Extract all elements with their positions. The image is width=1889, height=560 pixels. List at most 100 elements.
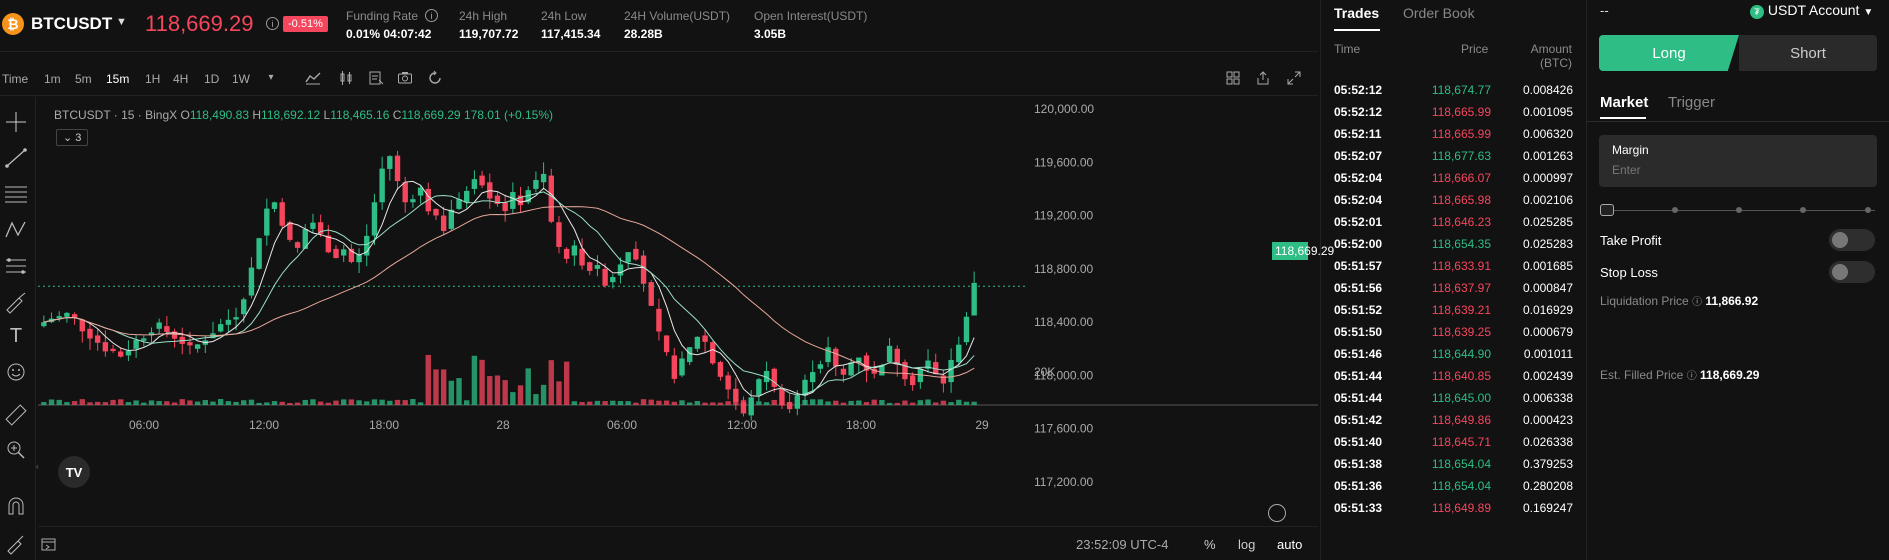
margin-input[interactable]: Margin Enter xyxy=(1599,135,1877,187)
volume-bar xyxy=(64,402,70,405)
tab-market[interactable]: Market xyxy=(1600,94,1649,111)
chart-bottom-bar: 23:52:09 UTC-4 % log auto xyxy=(38,526,1318,560)
template-icon[interactable] xyxy=(367,70,385,88)
leverage-slider-handle[interactable] xyxy=(1600,204,1614,216)
share-icon[interactable] xyxy=(1254,70,1272,88)
interval-1m[interactable]: 1m xyxy=(44,72,61,86)
slider-tick[interactable] xyxy=(1865,207,1871,213)
tab-order-book[interactable]: Order Book xyxy=(1403,5,1475,21)
chevron-down-icon[interactable]: ▾ xyxy=(268,72,274,83)
interval-time[interactable]: Time xyxy=(2,72,29,86)
stop-loss-toggle[interactable] xyxy=(1829,261,1875,283)
volume-bar xyxy=(256,402,262,405)
trade-time: 05:51:56 xyxy=(1334,281,1383,295)
funding-rate-label: Funding Rate xyxy=(346,9,419,23)
volume-bar xyxy=(225,401,232,405)
chevron-down-icon[interactable]: ▼ xyxy=(116,16,127,28)
candle-type-icon[interactable] xyxy=(337,70,355,88)
pattern-icon[interactable] xyxy=(3,217,29,243)
tab-trades[interactable]: Trades xyxy=(1334,5,1380,21)
trade-amount: 0.006320 xyxy=(1522,127,1573,141)
legend-change: 178.01 (+0.15%) xyxy=(463,108,553,122)
interval-1d[interactable]: 1D xyxy=(204,72,220,86)
candle-body xyxy=(148,332,155,336)
volume-bar xyxy=(617,401,624,405)
candle-body xyxy=(825,347,831,363)
indicators-icon[interactable] xyxy=(304,70,322,88)
crosshair-icon[interactable] xyxy=(3,109,29,135)
collapse-arrow-icon[interactable]: ‹ xyxy=(36,462,39,471)
interval-1h[interactable]: 1H xyxy=(145,72,161,86)
candle-body xyxy=(971,282,977,316)
slider-tick[interactable] xyxy=(1800,207,1806,213)
trade-price: 118,637.97 xyxy=(1431,281,1491,295)
interval-1w[interactable]: 1W xyxy=(232,72,250,86)
header-amount-unit: (BTC) xyxy=(1540,56,1572,70)
settings-gear-icon[interactable] xyxy=(1268,504,1286,522)
volume-bar xyxy=(102,402,109,405)
header-amount: Amount (BTC) xyxy=(1531,42,1572,70)
account-selector[interactable]: ₮ USDT Account ▼ xyxy=(1750,2,1873,19)
interval-5m[interactable]: 5m xyxy=(75,72,92,86)
interval-4h[interactable]: 4H xyxy=(173,72,189,86)
layout-icon[interactable] xyxy=(1224,70,1242,88)
trade-time: 05:51:38 xyxy=(1334,457,1383,471)
fib-icon[interactable] xyxy=(3,253,29,279)
indicator-toggle[interactable]: ⌄ 3 xyxy=(56,129,89,146)
trade-price: 118,649.89 xyxy=(1431,501,1491,515)
candle-body xyxy=(356,254,362,263)
trade-amount: 0.001011 xyxy=(1523,347,1573,361)
trade-amount: 0.000997 xyxy=(1522,171,1573,185)
trade-price: 118,654.04 xyxy=(1431,457,1491,471)
slider-tick[interactable] xyxy=(1736,207,1742,213)
trade-amount: 0.000847 xyxy=(1522,281,1573,295)
candle-body xyxy=(856,357,862,363)
calendar-icon[interactable] xyxy=(40,536,58,555)
percent-toggle[interactable]: % xyxy=(1204,537,1216,552)
long-button[interactable]: Long xyxy=(1599,35,1739,71)
volume-bar xyxy=(909,402,916,405)
brush-icon[interactable] xyxy=(3,289,29,315)
trade-price: 118,640.85 xyxy=(1431,369,1491,383)
liq-value: 11,866.92 xyxy=(1705,294,1759,308)
zoom-in-icon[interactable] xyxy=(3,437,29,463)
reset-icon[interactable] xyxy=(426,70,444,88)
trade-row: 05:52:00 118,654.35 0.025283 xyxy=(1321,237,1583,259)
volume-bar xyxy=(863,402,870,405)
candle-body xyxy=(548,175,554,222)
volume-bar xyxy=(71,401,78,405)
info-icon[interactable]: i xyxy=(266,17,279,30)
trendline-icon[interactable] xyxy=(3,145,29,171)
info-icon[interactable]: ⓘ xyxy=(1692,297,1703,308)
fullscreen-icon[interactable] xyxy=(1285,70,1303,88)
take-profit-toggle[interactable] xyxy=(1829,229,1875,251)
slider-tick[interactable] xyxy=(1672,207,1678,213)
tab-trigger[interactable]: Trigger xyxy=(1668,94,1715,111)
camera-icon[interactable] xyxy=(396,70,414,88)
short-button[interactable]: Short xyxy=(1739,35,1877,71)
active-tab-underline xyxy=(1600,117,1646,119)
info-icon[interactable]: ⓘ xyxy=(1686,371,1697,382)
trade-time: 05:51:57 xyxy=(1334,259,1383,273)
trade-price: 118,639.25 xyxy=(1431,325,1491,339)
lock-pencil-icon[interactable] xyxy=(3,530,29,556)
magnet-icon[interactable] xyxy=(3,494,29,520)
volume-bar xyxy=(410,399,416,405)
interval-15m[interactable]: 15m xyxy=(106,72,130,86)
info-icon[interactable]: i xyxy=(425,9,438,22)
auto-toggle[interactable]: auto xyxy=(1277,537,1303,552)
symbol-selector[interactable]: BTCUSDT xyxy=(31,14,113,33)
volume-bar xyxy=(148,400,155,405)
horizontal-lines-icon[interactable] xyxy=(3,181,29,207)
log-toggle[interactable]: log xyxy=(1238,537,1256,552)
volume-bar xyxy=(41,402,47,405)
text-tool-icon[interactable]: T xyxy=(9,325,23,347)
price-chart[interactable]: 120,000.00 119,600.00 119,200.00 118,800.00… xyxy=(38,97,1318,557)
ruler-icon[interactable] xyxy=(3,402,29,428)
volume-bar xyxy=(971,401,977,405)
volume-bar xyxy=(79,399,85,405)
legend-high-label: H xyxy=(252,108,262,122)
emoji-icon[interactable] xyxy=(3,359,29,385)
tradingview-logo-icon[interactable]: TV xyxy=(58,456,90,488)
funding-rate-value: 0.01% 04:07:42 xyxy=(346,27,432,41)
